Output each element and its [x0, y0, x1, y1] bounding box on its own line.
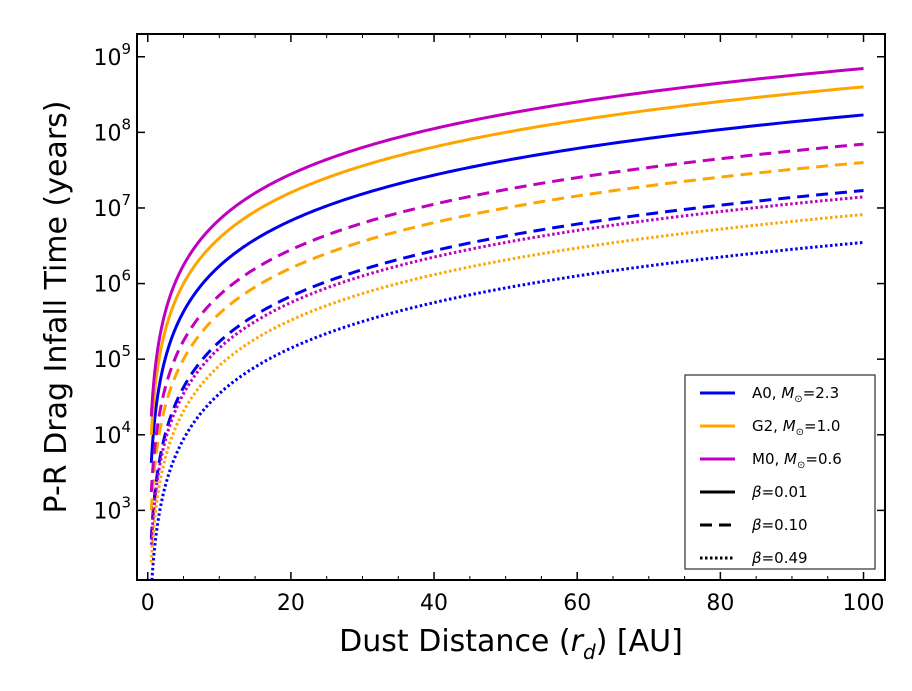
- x-axis-title-sub: d: [583, 640, 596, 664]
- x-tick-label: 0: [141, 591, 155, 616]
- legend-label: β=0.01: [751, 483, 808, 501]
- x-axis-title-part1: Dust Distance (: [339, 624, 570, 659]
- legend-label: A0, M⊙=2.3: [752, 384, 839, 405]
- legend-label: M0, M⊙=0.6: [752, 450, 842, 471]
- y-tick-label: 103: [93, 493, 131, 524]
- x-tick-label: 60: [563, 591, 591, 616]
- legend-label: β=0.49: [751, 549, 808, 567]
- x-axis-title: Dust Distance (rd) [AU]: [339, 624, 683, 664]
- series-line-g2-beta-0.01: [149, 85, 864, 435]
- x-tick-label: 80: [706, 591, 734, 616]
- x-tick-label: 40: [420, 591, 448, 616]
- y-tick-label: 108: [93, 115, 131, 146]
- legend-box: [684, 374, 876, 570]
- series-line-a0-beta-0.10: [149, 189, 864, 539]
- x-axis-title-part2: ) [AU]: [596, 624, 683, 659]
- y-tick-label: 106: [93, 267, 131, 298]
- x-axis-title-var: r: [571, 624, 585, 659]
- y-axis-title: P-R Drag Infall Time (years): [39, 101, 74, 514]
- plot-frame: [136, 33, 886, 581]
- legend: A0, M⊙=2.3 G2, M⊙=1.0 M0, M⊙=0.6 β=0.01 β=0.…: [684, 374, 876, 570]
- legend-label: β=0.10: [751, 516, 808, 534]
- y-tick-label: 107: [93, 191, 131, 222]
- series-line-a0-beta-0.01: [149, 113, 864, 463]
- series-line-m0-beta-0.10: [149, 142, 864, 493]
- series-line-g2-beta-0.10: [149, 160, 864, 511]
- x-tick-label: 100: [843, 591, 885, 616]
- y-tick-label: 109: [93, 40, 131, 71]
- y-tick-label: 104: [93, 418, 131, 449]
- legend-label: G2, M⊙=1.0: [752, 417, 840, 438]
- x-tick-label: 20: [277, 591, 305, 616]
- series-line-m0-beta-0.01: [149, 66, 864, 417]
- series-layer: [149, 66, 864, 580]
- ticks-layer: 0 20 40 60 80 100 103 104 105 106 107 108 109: [93, 34, 885, 616]
- y-tick-label: 105: [93, 342, 131, 373]
